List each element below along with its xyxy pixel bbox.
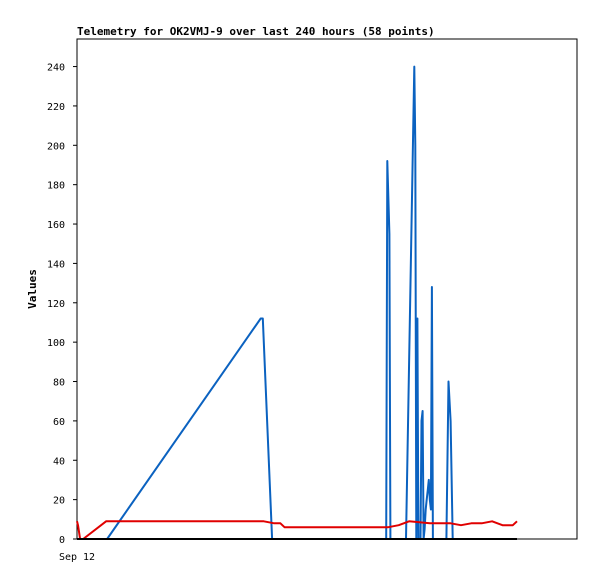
x-tick-label: Sep 12	[59, 552, 95, 563]
y-tick-label: 80	[53, 378, 65, 389]
plot-area	[76, 38, 578, 540]
series-line-1	[76, 520, 518, 540]
y-tick-label: 40	[53, 456, 65, 467]
y-axis-label: Values	[26, 269, 39, 309]
y-tick-label: 20	[53, 496, 65, 507]
y-tick-label: 200	[47, 141, 65, 152]
y-tick-label: 120	[47, 299, 65, 310]
series-layer	[76, 65, 518, 540]
y-tick-label: 240	[47, 63, 65, 74]
x-axis: Sep 12	[59, 552, 95, 563]
y-tick-label: 0	[59, 535, 65, 546]
y-tick-label: 100	[47, 338, 65, 349]
y-axis: 0 20 40 60 80 100 120 140 160 180 200 220 240	[47, 63, 77, 546]
y-tick-label: 140	[47, 259, 65, 270]
y-tick-label: 160	[47, 220, 65, 231]
y-tick-label: 60	[53, 417, 65, 428]
y-tick-label: 220	[47, 102, 65, 113]
y-tick-label: 180	[47, 181, 65, 192]
chart-title: Telemetry for OK2VMJ-9 over last 240 hou…	[77, 25, 435, 38]
